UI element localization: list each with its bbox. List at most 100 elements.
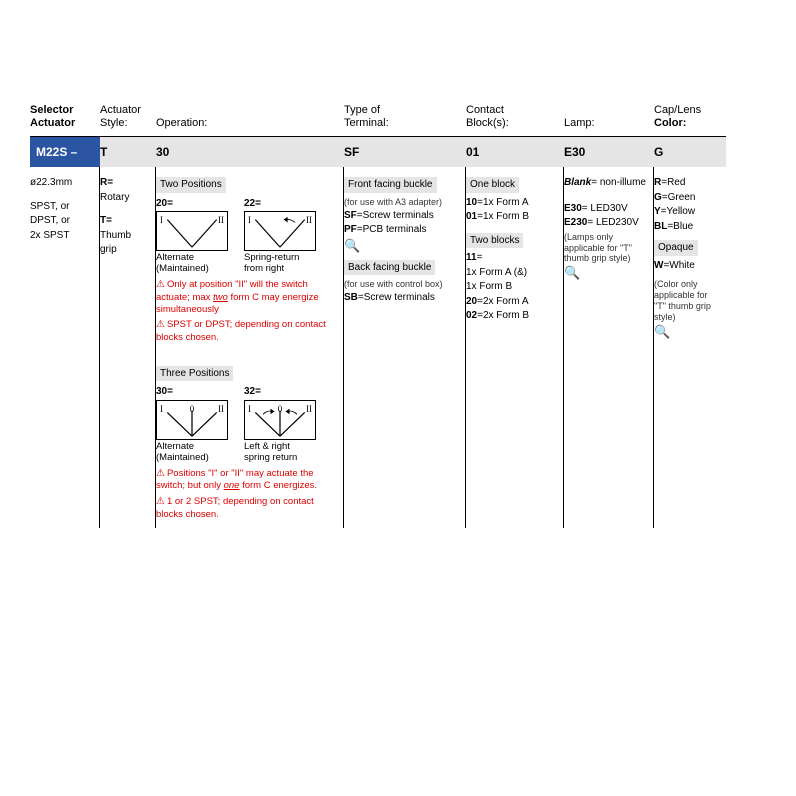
spst3: 2x SPST	[30, 229, 93, 243]
d22-box: III	[244, 211, 316, 251]
d32-cap2: spring return	[244, 453, 320, 464]
d32-code: 32=	[244, 385, 320, 399]
hdr-operation: Operation:	[156, 100, 344, 137]
warn3b-t: 1 or 2 SPST; depending on contact blocks…	[156, 496, 314, 520]
two-block-hd: Two blocks	[466, 233, 523, 249]
crt: =Red	[661, 177, 685, 188]
lamp-note: (Lamps only applicable for "T" thumb gri…	[564, 232, 647, 264]
magnify-icon[interactable]: 🔍	[654, 325, 720, 338]
sb-code: SB	[344, 292, 358, 303]
back-hd: Back facing buckle	[344, 260, 435, 276]
hdr-terminal-l1: Type of	[344, 104, 380, 116]
c11a: =	[477, 252, 483, 263]
warning-icon: ⚠	[156, 496, 165, 507]
two-pos-hd: Two Positions	[156, 177, 226, 193]
col-style-body: R= Rotary T= Thumb grip	[100, 167, 156, 528]
warn2b-t: SPST or DPST; depending on contact block…	[156, 319, 326, 343]
hdr-style-l1: Actuator	[100, 104, 141, 116]
sel-color: G	[654, 137, 726, 167]
cy: Y	[654, 206, 661, 217]
r-text: Rotary	[100, 191, 149, 205]
sel-term: SF	[344, 137, 466, 167]
sf-code: SF	[344, 210, 357, 221]
sel-contact: 01	[466, 137, 564, 167]
c20t: =2x Form A	[477, 296, 528, 307]
magnify-icon[interactable]: 🔍	[564, 266, 647, 279]
c01t: =1x Form B	[477, 211, 529, 222]
hdr-color: Cap/Lens Color:	[654, 100, 726, 137]
r-code: R=	[100, 177, 113, 188]
d32-box: I0II	[244, 400, 316, 440]
c02t: =2x Form B	[477, 310, 529, 321]
cwt: =White	[663, 260, 694, 271]
warn3a-u: one	[224, 480, 240, 491]
hdr-lamp-txt: Lamp:	[564, 117, 595, 129]
c20: 20	[466, 296, 477, 307]
hdr-contact-l2: Block(s):	[466, 117, 509, 129]
c10t: =1x Form A	[477, 197, 528, 208]
hdr-contact-l1: Contact	[466, 104, 504, 116]
warn2a-u: two	[213, 292, 228, 303]
sel-model: M22S –	[30, 137, 100, 167]
magnify-icon[interactable]: 🔍	[344, 239, 459, 252]
sel-lamp: E30	[564, 137, 654, 167]
d30-code: 30=	[156, 385, 232, 399]
warning-icon: ⚠	[156, 319, 165, 330]
c11c: 1x Form B	[466, 280, 557, 294]
d20-box: III	[156, 211, 228, 251]
c10: 10	[466, 197, 477, 208]
col-selector-body: ø22.3mm SPST, or DPST, or 2x SPST	[30, 167, 100, 528]
hdr-terminal: Type of Terminal:	[344, 100, 466, 137]
hdr-style: Actuator Style:	[100, 100, 156, 137]
cbl: BL	[654, 221, 667, 232]
pf-txt: =PCB terminals	[357, 224, 427, 235]
blankt: = non-illume	[591, 177, 646, 188]
e30: E30	[564, 203, 582, 214]
blank: Blank	[564, 177, 591, 188]
cgt: =Green	[662, 192, 696, 203]
warning-icon: ⚠	[156, 468, 165, 479]
sb-txt: =Screw terminals	[358, 292, 435, 303]
back-note: (for use with control box)	[344, 279, 459, 290]
d30-cap2: (Maintained)	[156, 453, 232, 464]
pf-code: PF	[344, 224, 357, 235]
c02: 02	[466, 310, 477, 321]
c11b: 1x Form A (&)	[466, 266, 557, 280]
hdr-lamp: Lamp:	[564, 100, 654, 137]
spst1: SPST, or	[30, 200, 93, 214]
cyt: =Yellow	[661, 206, 695, 217]
front-hd: Front facing buckle	[344, 177, 437, 193]
color-note: (Color only applicable for "T" thumb gri…	[654, 279, 720, 322]
sel-op: 30	[156, 137, 344, 167]
warn-2a: ⚠Only at position "II" will the switch a…	[156, 279, 333, 315]
hdr-contact: Contact Block(s):	[466, 100, 564, 137]
col-lamp-body: Blank= non-illume E30= LED30V E230= LED2…	[564, 167, 654, 528]
selector-table: Selector Actuator Actuator Style: Operat…	[30, 100, 766, 528]
e30t: = LED30V	[582, 203, 628, 214]
c11: 11	[466, 252, 477, 263]
hdr-color-l2: Color:	[654, 117, 686, 129]
e230t: = LED230V	[587, 217, 638, 228]
cblt: =Blue	[667, 221, 693, 232]
warn-3b: ⚠1 or 2 SPST; depending on contact block…	[156, 496, 333, 520]
hdr-terminal-l2: Terminal:	[344, 117, 389, 129]
d20-cap2: (Maintained)	[156, 264, 232, 275]
two-pos-diagrams: 20= III Alternate (Maintained) 22= III	[156, 197, 337, 275]
hdr-style-l2: Style:	[100, 117, 128, 129]
sel-style: T	[100, 137, 156, 167]
d22-cap2: from right	[244, 264, 320, 275]
t-text2: grip	[100, 243, 149, 257]
d30-box: I0II	[156, 400, 228, 440]
opaque-hd: Opaque	[654, 240, 698, 256]
hdr-color-l1: Cap/Lens	[654, 104, 701, 116]
hdr-selector-l1: Selector	[30, 104, 73, 116]
t-code: T=	[100, 215, 112, 226]
warn3a-e: form C energizes.	[239, 480, 317, 491]
three-pos-hd: Three Positions	[156, 366, 233, 382]
front-note: (for use with A3 adapter)	[344, 197, 459, 208]
three-pos-diagrams: 30= I0II Alternate (Maintained) 32= I0II	[156, 385, 337, 463]
hdr-selector-l2: Actuator	[30, 117, 75, 129]
cg: G	[654, 192, 662, 203]
dia-text: ø22.3mm	[30, 176, 93, 190]
warn-2b: ⚠SPST or DPST; depending on contact bloc…	[156, 319, 333, 343]
